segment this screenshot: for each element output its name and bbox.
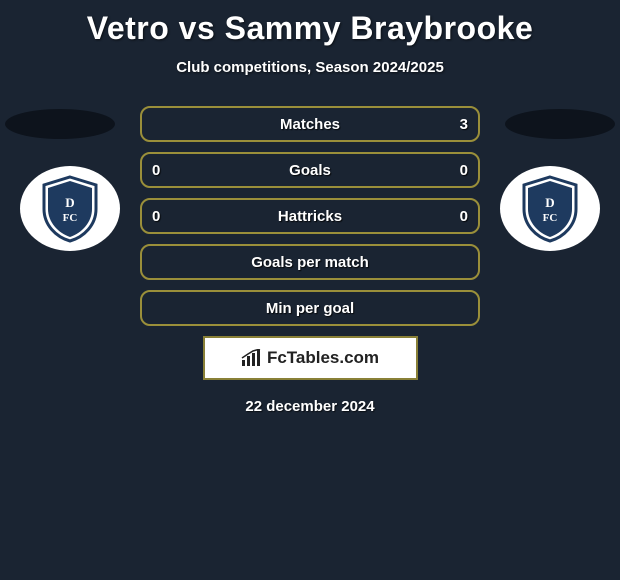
shield-icon: D FC	[520, 175, 580, 243]
stat-bars: Matches 3 0 Goals 0 0 Hattricks 0 Goals …	[140, 106, 480, 326]
stat-value-left: 0	[152, 162, 160, 179]
club-crest-left: D FC	[20, 166, 120, 251]
stat-label: Min per goal	[266, 300, 354, 317]
stat-value-right: 0	[460, 208, 468, 225]
svg-text:D: D	[65, 195, 74, 210]
stat-row-min-per-goal: Min per goal	[140, 290, 480, 326]
subtitle: Club competitions, Season 2024/2025	[0, 59, 620, 76]
stat-value-left: 0	[152, 208, 160, 225]
page-title: Vetro vs Sammy Braybrooke	[0, 0, 620, 47]
stat-label: Matches	[280, 116, 340, 133]
svg-text:FC: FC	[543, 212, 558, 224]
stat-value-right: 3	[460, 116, 468, 133]
player-shadow-left	[5, 109, 115, 139]
stat-value-right: 0	[460, 162, 468, 179]
snapshot-date: 22 december 2024	[0, 398, 620, 415]
stat-row-goals: 0 Goals 0	[140, 152, 480, 188]
stat-row-matches: Matches 3	[140, 106, 480, 142]
svg-text:FC: FC	[63, 212, 78, 224]
brand-text: FcTables.com	[267, 348, 379, 368]
brand-box: FcTables.com	[203, 336, 418, 380]
player-shadow-right	[505, 109, 615, 139]
stat-label: Hattricks	[278, 208, 342, 225]
brand-logo: FcTables.com	[241, 348, 379, 368]
stat-row-hattricks: 0 Hattricks 0	[140, 198, 480, 234]
stat-label: Goals per match	[251, 254, 369, 271]
svg-text:D: D	[545, 195, 554, 210]
club-crest-right: D FC	[500, 166, 600, 251]
shield-icon: D FC	[40, 175, 100, 243]
stat-row-goals-per-match: Goals per match	[140, 244, 480, 280]
bar-chart-icon	[241, 349, 263, 367]
comparison-area: D FC D FC Matches 3 0 Goals 0 0 Hattrick…	[0, 106, 620, 415]
stat-label: Goals	[289, 162, 331, 179]
